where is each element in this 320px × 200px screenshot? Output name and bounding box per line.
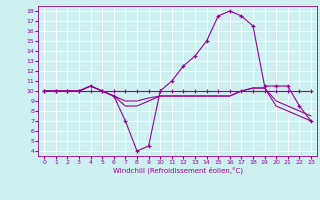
X-axis label: Windchill (Refroidissement éolien,°C): Windchill (Refroidissement éolien,°C) <box>113 167 243 174</box>
